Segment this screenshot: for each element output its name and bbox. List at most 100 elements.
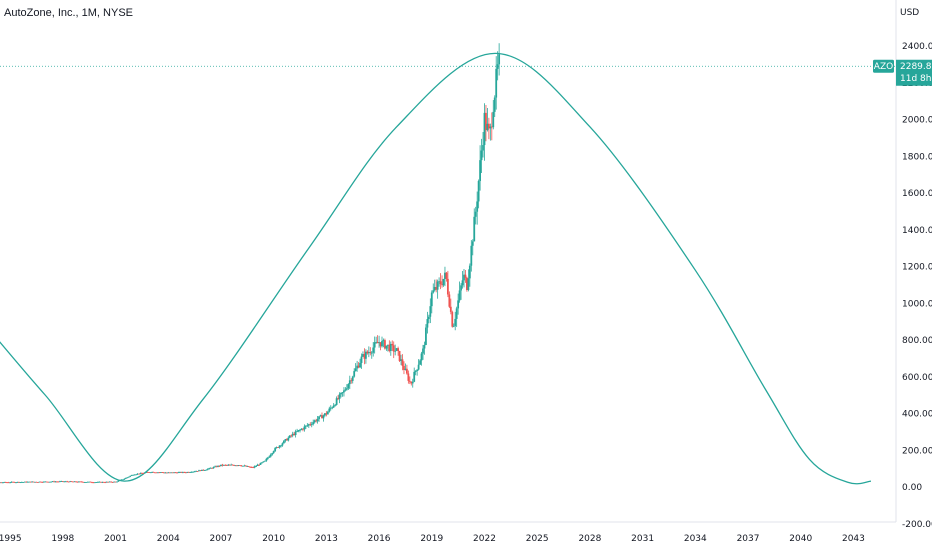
candle-body xyxy=(367,352,370,354)
candle-body xyxy=(111,482,114,483)
candle-body xyxy=(217,465,219,467)
candle-body xyxy=(288,435,291,438)
candle-body xyxy=(26,481,29,483)
candle-body xyxy=(489,126,492,129)
candle-body xyxy=(78,481,80,483)
candle-body xyxy=(312,422,315,425)
candle-body xyxy=(263,460,266,462)
candle-body xyxy=(94,482,96,484)
candle-body xyxy=(189,472,192,473)
candle-body xyxy=(329,407,332,409)
candle-body xyxy=(236,465,238,467)
candle-body xyxy=(221,464,224,466)
candle-body xyxy=(337,398,339,400)
candle-body xyxy=(486,123,489,131)
candle-body xyxy=(54,481,57,483)
candle-body xyxy=(325,413,328,415)
candle-body xyxy=(83,482,86,483)
candle-body xyxy=(100,481,102,483)
candle-body xyxy=(120,479,123,481)
candle-body xyxy=(275,447,278,449)
candle-body xyxy=(338,394,341,399)
candle-body xyxy=(107,481,110,483)
candle-body xyxy=(430,292,433,307)
candle-body xyxy=(348,380,351,385)
candle-body xyxy=(76,481,79,483)
candle-body xyxy=(85,482,88,483)
y-tick-label: 1000.00 xyxy=(902,299,932,309)
candle-body xyxy=(3,482,6,483)
candle-body xyxy=(230,464,233,466)
candle-body xyxy=(45,481,48,483)
candle-body xyxy=(444,272,446,279)
candle-body xyxy=(452,325,455,327)
candle-body xyxy=(136,473,139,475)
candle-body xyxy=(102,481,105,483)
candle-body xyxy=(363,354,366,359)
candle-body xyxy=(146,472,149,473)
candle-body xyxy=(359,362,361,368)
candle-body xyxy=(252,467,255,468)
candle-body xyxy=(35,481,38,483)
candle-body xyxy=(398,350,401,361)
candle-body xyxy=(22,482,25,483)
candle-body xyxy=(297,430,300,432)
candle-body xyxy=(117,480,120,482)
candle-body xyxy=(429,306,432,317)
candle-body xyxy=(38,481,41,483)
candle-body xyxy=(309,424,312,426)
candle-body xyxy=(386,344,389,346)
candle-body xyxy=(209,467,212,469)
candle-body xyxy=(44,481,47,483)
candle-body xyxy=(244,465,247,467)
candle-body xyxy=(300,428,303,430)
candle-body xyxy=(198,470,200,472)
candle-body xyxy=(302,428,304,430)
candle-body xyxy=(335,398,338,405)
candle-body xyxy=(212,467,215,469)
candle-body xyxy=(124,477,127,479)
candle-body xyxy=(167,472,170,474)
candle-body xyxy=(138,473,140,475)
candle-body xyxy=(173,472,176,474)
candle-body xyxy=(281,443,284,446)
candle-body xyxy=(80,481,83,483)
candle-body xyxy=(474,211,477,217)
y-tick-label: 0.00 xyxy=(902,483,922,493)
x-tick-label: 2028 xyxy=(578,534,601,544)
candle-body xyxy=(417,364,420,370)
candle-body xyxy=(464,274,467,278)
candle-body xyxy=(63,481,66,483)
y-tick-label: 600.00 xyxy=(902,373,932,383)
candle-body xyxy=(445,272,448,279)
y-tick-label: 400.00 xyxy=(902,410,932,420)
y-tick-label: 1800.00 xyxy=(902,152,932,162)
x-tick-label: 2034 xyxy=(684,534,707,544)
candle-body xyxy=(331,407,334,409)
candle-body xyxy=(407,373,410,381)
candle-body xyxy=(307,424,310,426)
candle-body xyxy=(306,425,309,427)
x-tick-label: 2043 xyxy=(842,534,865,544)
candle-body xyxy=(130,475,133,476)
candle-body xyxy=(290,435,293,437)
candle-body xyxy=(51,481,54,483)
x-tick-label: 2031 xyxy=(631,534,654,544)
candle-body xyxy=(416,369,419,371)
candle-body xyxy=(31,481,33,483)
candle-body xyxy=(435,287,438,290)
candle-body xyxy=(91,482,94,484)
candle-body xyxy=(25,481,28,483)
candle-body xyxy=(211,467,214,469)
candle-body xyxy=(422,348,424,354)
candle-body xyxy=(47,481,50,483)
x-tick-label: 2022 xyxy=(473,534,496,544)
candle-body xyxy=(328,408,331,412)
candle-body xyxy=(95,482,98,483)
candle-body xyxy=(310,424,313,426)
candle-body xyxy=(413,371,416,382)
candle-body xyxy=(343,390,345,393)
candle-body xyxy=(214,466,217,468)
